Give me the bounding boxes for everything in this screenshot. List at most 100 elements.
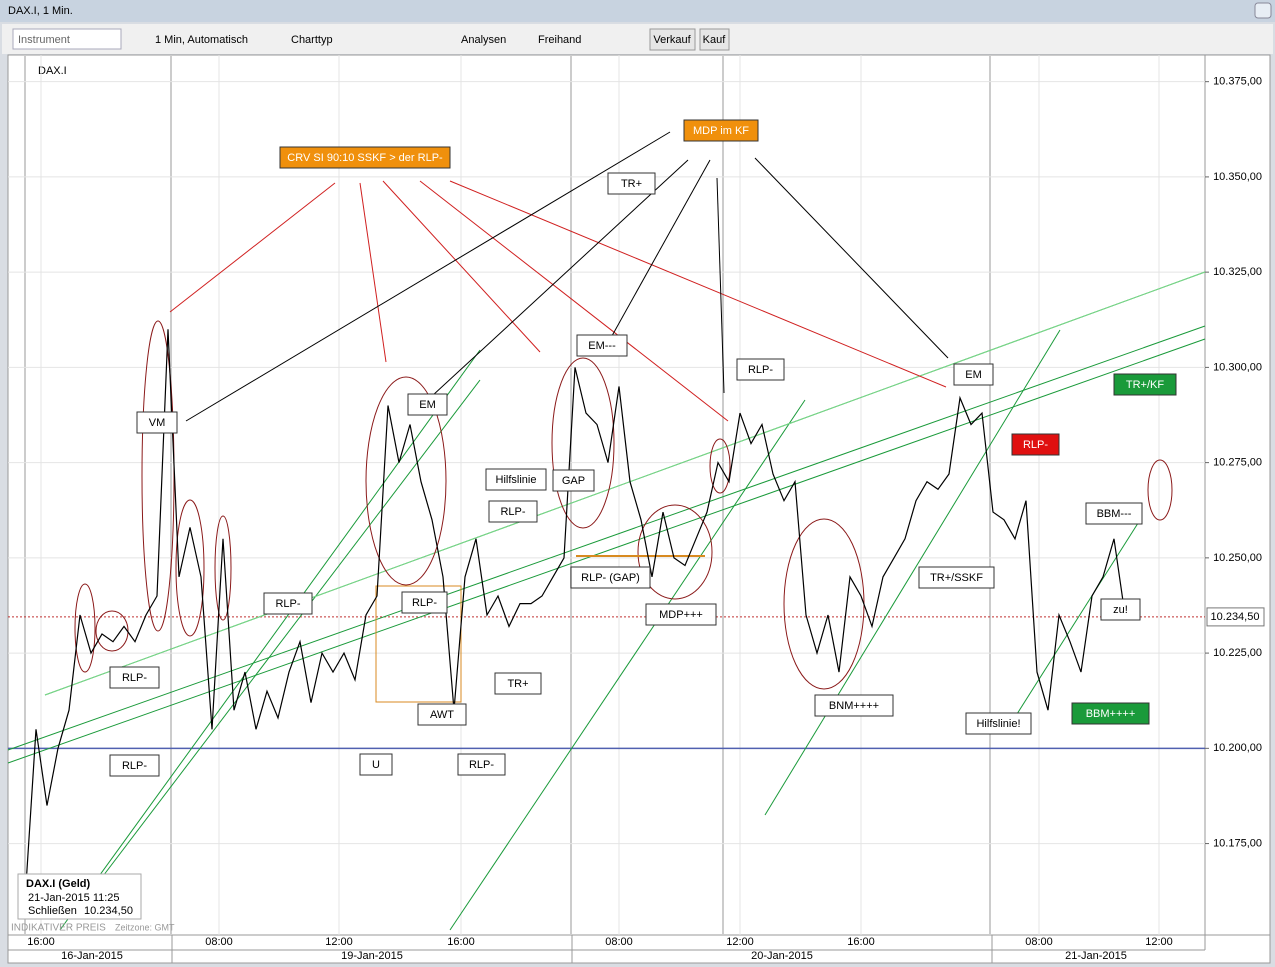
y-tick-label: 10.175,00	[1213, 837, 1262, 849]
drawing-line	[1009, 519, 1141, 726]
annotation-text: TR+	[507, 678, 528, 690]
annotation-box	[1113, 373, 1177, 396]
annotation-text: RLP-	[122, 760, 147, 772]
annotation-box	[918, 566, 995, 589]
annotation-text: Hilfslinie	[496, 474, 537, 486]
buy-button[interactable]	[699, 28, 730, 51]
annotation-text: MDP+++	[659, 609, 703, 621]
annotation-text: RLP-	[412, 597, 437, 609]
y-tick-label: 10.250,00	[1213, 552, 1262, 564]
y-tick-label: 10.225,00	[1213, 647, 1262, 659]
annotation-box	[1100, 598, 1141, 621]
annotation-text: RLP-	[1023, 439, 1048, 451]
annotation-text: Hilfslinie!	[976, 718, 1020, 730]
annotation-box	[109, 754, 160, 777]
annotation-text: RLP-	[275, 598, 300, 610]
highlight-ellipse	[637, 504, 713, 600]
annotation-text: VM	[149, 417, 166, 429]
drawing-line	[185, 131, 671, 422]
chart-type-menu[interactable]: Charttyp	[291, 34, 333, 46]
drawing-line	[419, 180, 729, 422]
annotation-box	[279, 146, 451, 169]
annotation-text: RLP-	[748, 364, 773, 376]
annotation-box	[407, 393, 448, 416]
toolbar	[2, 24, 1273, 54]
annotation-box	[1071, 702, 1150, 725]
drawing-line	[431, 159, 689, 397]
highlight-ellipse	[551, 357, 615, 529]
annotation-text: RLP- (GAP)	[581, 572, 640, 584]
annotation-box	[359, 753, 393, 776]
annotation-box	[953, 363, 994, 386]
y-tick-label: 10.375,00	[1213, 76, 1262, 88]
annotation-box	[1085, 502, 1143, 525]
info-close: Schließen	[28, 905, 77, 917]
annotation-text: EM	[419, 399, 436, 411]
annotation-box	[109, 666, 160, 689]
x-tick-label: 12:00	[325, 936, 353, 948]
info-name: DAX.I (Geld)	[26, 878, 91, 890]
analyses-menu[interactable]: Analysen	[461, 34, 506, 46]
instrument-input[interactable]	[12, 28, 122, 50]
drawing-line	[7, 325, 1206, 751]
highlight-ellipse	[175, 499, 205, 637]
annotation-box	[965, 712, 1032, 735]
x-tick-label: 08:00	[205, 936, 233, 948]
y-tick-label: 10.275,00	[1213, 457, 1262, 469]
annotation-text: zu!	[1113, 604, 1128, 616]
x-tick-label: 12:00	[726, 936, 754, 948]
annotation-box	[683, 119, 759, 142]
x-tick-label: 08:00	[1025, 936, 1053, 948]
gap-box	[375, 585, 462, 703]
annotation-text: RLP-	[500, 506, 525, 518]
annotation-box	[401, 591, 448, 614]
sell-label: Verkauf	[653, 34, 691, 46]
drawing-line	[764, 329, 1061, 816]
drawing-line	[99, 379, 481, 881]
last-price-box	[1206, 607, 1265, 627]
annotation-box	[645, 603, 717, 626]
title-bar	[0, 0, 1275, 22]
drawing-line	[359, 182, 387, 363]
annotation-text: U	[372, 759, 380, 771]
x-tick-label: 16:00	[447, 936, 475, 948]
y-tick-label: 10.200,00	[1213, 742, 1262, 754]
annotation-text: GAP	[562, 475, 585, 487]
annotation-box	[457, 753, 506, 776]
annotation-box	[136, 411, 178, 434]
drawing-line	[607, 159, 711, 344]
instrument-placeholder: Instrument	[18, 34, 70, 46]
maximize-button[interactable]	[1254, 2, 1272, 19]
highlight-ellipse	[214, 515, 232, 621]
chart-panel	[7, 54, 1271, 964]
drawing-line	[59, 349, 481, 931]
x-tick-label: 08:00	[605, 936, 633, 948]
annotation-text: EM	[965, 369, 982, 381]
freehand-menu[interactable]: Freihand	[538, 34, 581, 46]
sell-button[interactable]	[649, 28, 696, 51]
instrument-label[interactable]: DAX.I	[38, 65, 67, 77]
interval-menu[interactable]: 1 Min, Automatisch	[155, 34, 248, 46]
x-tick-label: 16:00	[27, 936, 55, 948]
annotation-text: CRV SI 90:10 SSKF > der RLP-	[287, 152, 443, 164]
drawing-line	[7, 338, 1206, 764]
annotation-box	[494, 672, 542, 695]
annotation-text: TR+/KF	[1126, 379, 1164, 391]
annotation-box	[607, 172, 656, 195]
date-label: 21-Jan-2015	[1065, 950, 1127, 962]
y-tick-label: 10.300,00	[1213, 361, 1262, 373]
last-price-label: 10.234,50	[1211, 611, 1260, 623]
footer-note: INDIKATIVER PREIS	[11, 923, 106, 934]
buy-label: Kauf	[703, 34, 727, 46]
annotation-text: AWT	[430, 709, 454, 721]
highlight-ellipse	[709, 438, 731, 494]
annotation-box	[1011, 433, 1060, 456]
annotation-text: RLP-	[122, 672, 147, 684]
drawing-line	[449, 399, 806, 931]
x-tick-label: 12:00	[1145, 936, 1173, 948]
annotation-text: BNM++++	[829, 700, 879, 712]
annotation-text: TR+/SSKF	[930, 572, 983, 584]
annotation-box	[576, 334, 628, 357]
